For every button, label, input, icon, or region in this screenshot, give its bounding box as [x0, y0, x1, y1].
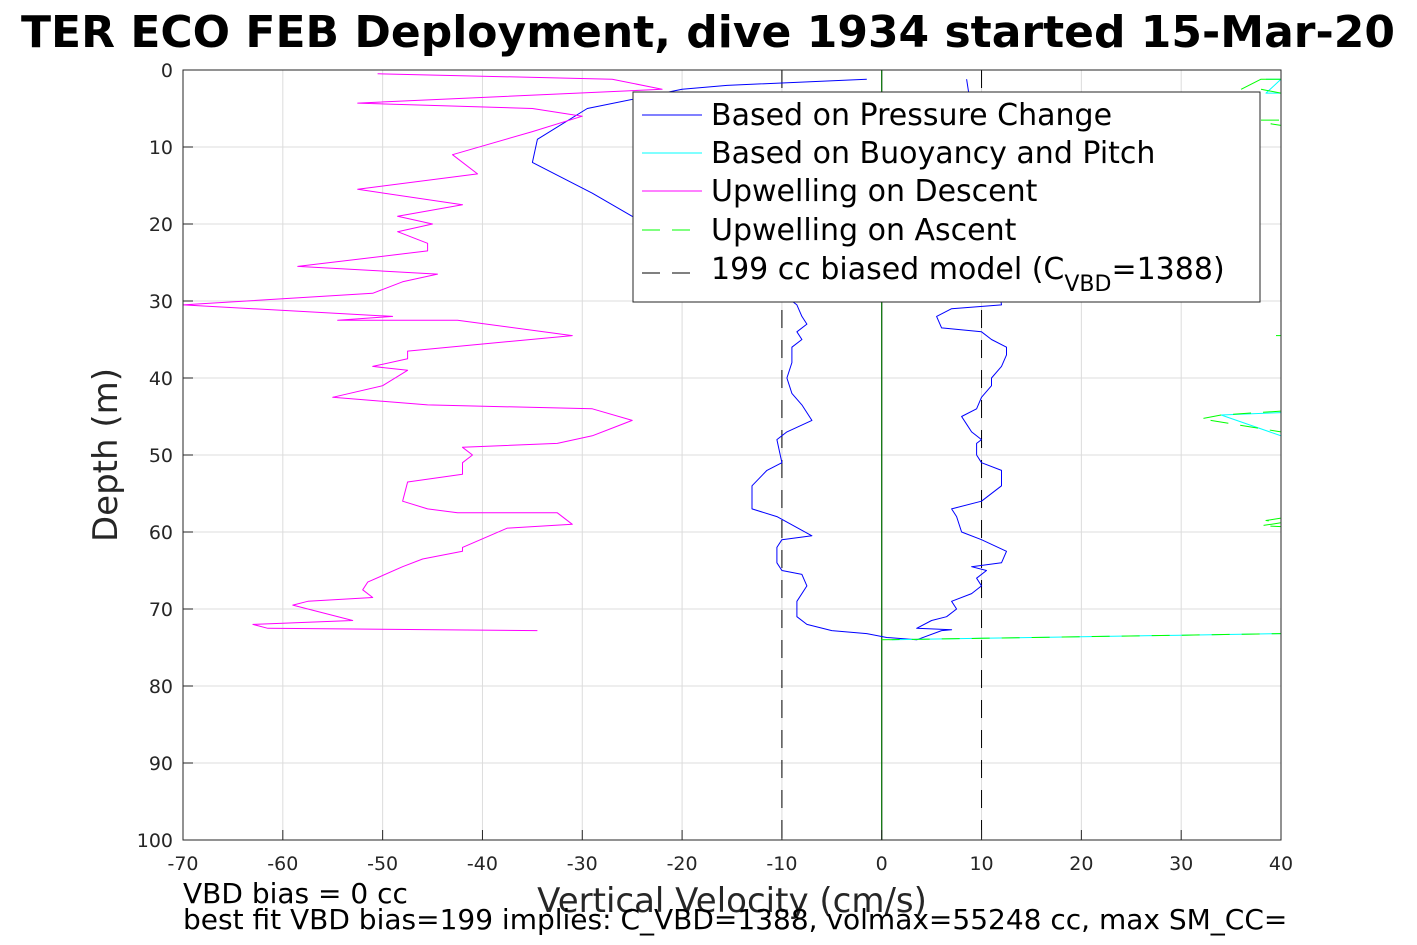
- series-line: [1240, 78, 1281, 90]
- legend-label-upwelling-descent: Upwelling on Descent: [711, 174, 1038, 209]
- x-tick-label: -30: [567, 853, 598, 875]
- legend-label-upwelling-ascent: Upwelling on Ascent: [711, 213, 1017, 248]
- x-tick-label: 0: [876, 853, 888, 875]
- y-tick-label: 70: [149, 599, 173, 621]
- legend-label-pressure: Based on Pressure Change: [711, 98, 1112, 133]
- series-line: [881, 633, 1281, 641]
- legend-label-biased-model: 199 cc biased model (CVBD=1388): [711, 252, 1225, 297]
- legend-label-biased-main: 199 cc biased model (C: [711, 252, 1064, 287]
- x-tick-label: -50: [367, 853, 398, 875]
- y-axis-label: Depth (m): [86, 368, 126, 542]
- y-tick-label: 60: [149, 522, 173, 544]
- series-line: [1200, 410, 1281, 433]
- x-tick-label: -60: [267, 853, 298, 875]
- series-line: [1261, 119, 1281, 126]
- x-tick-label: 40: [1269, 853, 1293, 875]
- series-layer: [183, 73, 1281, 641]
- legend: Based on Pressure Change Based on Buoyan…: [632, 91, 1261, 303]
- x-tick-label: -70: [167, 853, 198, 875]
- y-tick-label: 80: [149, 676, 173, 698]
- series-line: [183, 73, 663, 632]
- footer-line-2: best fit VBD bias=199 implies: C_VBD=138…: [183, 903, 1287, 936]
- series-line: [1260, 517, 1281, 528]
- y-tick-label: 40: [149, 368, 173, 390]
- legend-label-buoyancy: Based on Buoyancy and Pitch: [711, 136, 1155, 171]
- x-tick-label: 10: [969, 853, 993, 875]
- y-tick-label: 10: [149, 137, 173, 159]
- y-tick-label: 0: [161, 60, 173, 82]
- axis-ticks: -70 -60 -50 -40 -30 -20 -10 0 10 20 30 40 0 10 20 30 40 5…: [137, 60, 1293, 875]
- footer-line-1: VBD bias = 0 cc: [183, 877, 408, 910]
- x-axis-label: Vertical Velocity (cm/s): [537, 881, 927, 921]
- x-tick-label: 20: [1069, 853, 1093, 875]
- chart-title: TER ECO FEB Deployment, dive 1934 starte…: [21, 7, 1395, 58]
- x-tick-label: -20: [667, 853, 698, 875]
- y-tick-label: 100: [137, 830, 173, 852]
- legend-box: [632, 91, 1261, 303]
- x-tick-label: -10: [766, 853, 797, 875]
- x-tick-label: -40: [467, 853, 498, 875]
- series-line: [1260, 88, 1281, 94]
- y-tick-label: 90: [149, 753, 173, 775]
- legend-label-biased-tail: =1388): [1111, 252, 1224, 287]
- series-line: [1220, 412, 1281, 437]
- y-tick-label: 50: [149, 445, 173, 467]
- legend-label-biased-sub: VBD: [1064, 272, 1111, 297]
- x-tick-label: 30: [1169, 853, 1193, 875]
- y-tick-label: 30: [149, 291, 173, 313]
- y-tick-label: 20: [149, 214, 173, 236]
